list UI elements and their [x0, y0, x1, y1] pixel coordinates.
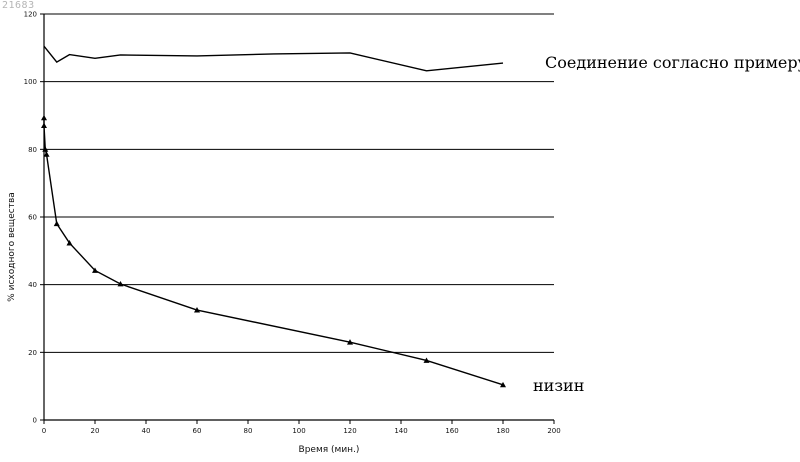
x-tick-label: 20: [91, 427, 100, 435]
series-line: [44, 46, 503, 71]
data-point-marker: [118, 281, 124, 286]
y-tick-label: 40: [28, 281, 37, 289]
y-tick-label: 120: [24, 11, 37, 19]
y-tick-label: 0: [33, 417, 37, 425]
y-axis-title: % исходного вещества: [7, 192, 17, 302]
data-point-marker: [41, 123, 47, 128]
x-tick-label: 100: [292, 427, 305, 435]
y-tick-label: 80: [28, 146, 37, 154]
series-line: [44, 118, 503, 385]
x-axis-title: Время (мин.): [299, 445, 360, 455]
x-tick-label: 140: [394, 427, 407, 435]
x-tick-label: 180: [496, 427, 509, 435]
x-tick-label: 60: [193, 427, 202, 435]
series-label: Соединение согласно примеру 1: [545, 53, 800, 72]
y-tick-label: 20: [28, 349, 37, 357]
x-tick-label: 0: [42, 427, 46, 435]
y-tick-label: 100: [24, 78, 37, 86]
x-tick-label: 80: [244, 427, 253, 435]
x-tick-label: 120: [343, 427, 356, 435]
data-point-marker: [41, 115, 47, 120]
x-tick-label: 160: [445, 427, 458, 435]
data-point-marker: [54, 221, 60, 226]
x-tick-label: 200: [547, 427, 560, 435]
series-label: низин: [533, 376, 584, 395]
y-tick-label: 60: [28, 214, 37, 222]
x-tick-label: 40: [142, 427, 151, 435]
